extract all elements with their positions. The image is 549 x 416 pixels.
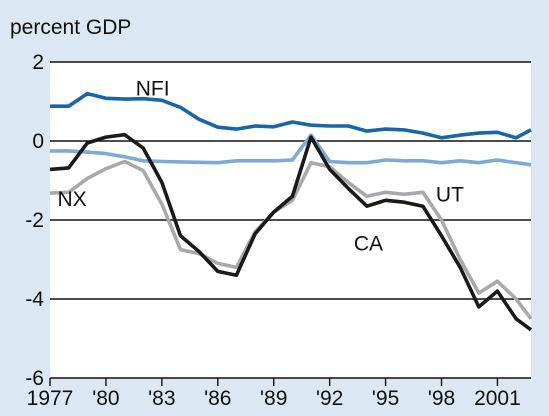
series-lines <box>49 91 533 332</box>
x-tick-label: '86 <box>204 387 231 410</box>
series-line-nfi <box>50 91 532 140</box>
series-line-ut <box>50 133 532 167</box>
grid-lines <box>50 61 531 379</box>
x-tick-label: '95 <box>372 387 399 410</box>
series-label-ut: UT <box>436 183 464 206</box>
x-tick-label: '98 <box>428 387 455 410</box>
y-tick-label: -2 <box>25 209 44 232</box>
series-labels: NFI UT NX CA <box>57 77 464 255</box>
x-tick-label: 1977 <box>27 387 74 410</box>
y-tick-label: -4 <box>25 288 44 311</box>
x-tick-label: '89 <box>260 387 287 410</box>
y-tick-label: 0 <box>32 130 44 153</box>
x-tick-label: 2001 <box>474 387 521 410</box>
series-line-nx <box>49 159 533 320</box>
series-label-nx: NX <box>57 188 86 211</box>
y-tick-label: 2 <box>32 51 44 74</box>
x-tick-labels: 1977 '80 '83 '86 '89 '92 '95 '98 2001 <box>27 378 521 410</box>
x-tick-label: '83 <box>148 387 175 410</box>
x-tick-label: '92 <box>316 387 343 410</box>
y-axis-label: percent GDP <box>10 16 131 39</box>
series-label-ca: CA <box>354 233 383 256</box>
y-tick-labels: 2 0 -2 -4 -6 <box>25 51 44 390</box>
series-label-nfi: NFI <box>136 77 170 100</box>
series-line-ca <box>49 132 533 332</box>
x-tick-label: '80 <box>92 387 119 410</box>
y-tick-label: -6 <box>25 367 44 390</box>
